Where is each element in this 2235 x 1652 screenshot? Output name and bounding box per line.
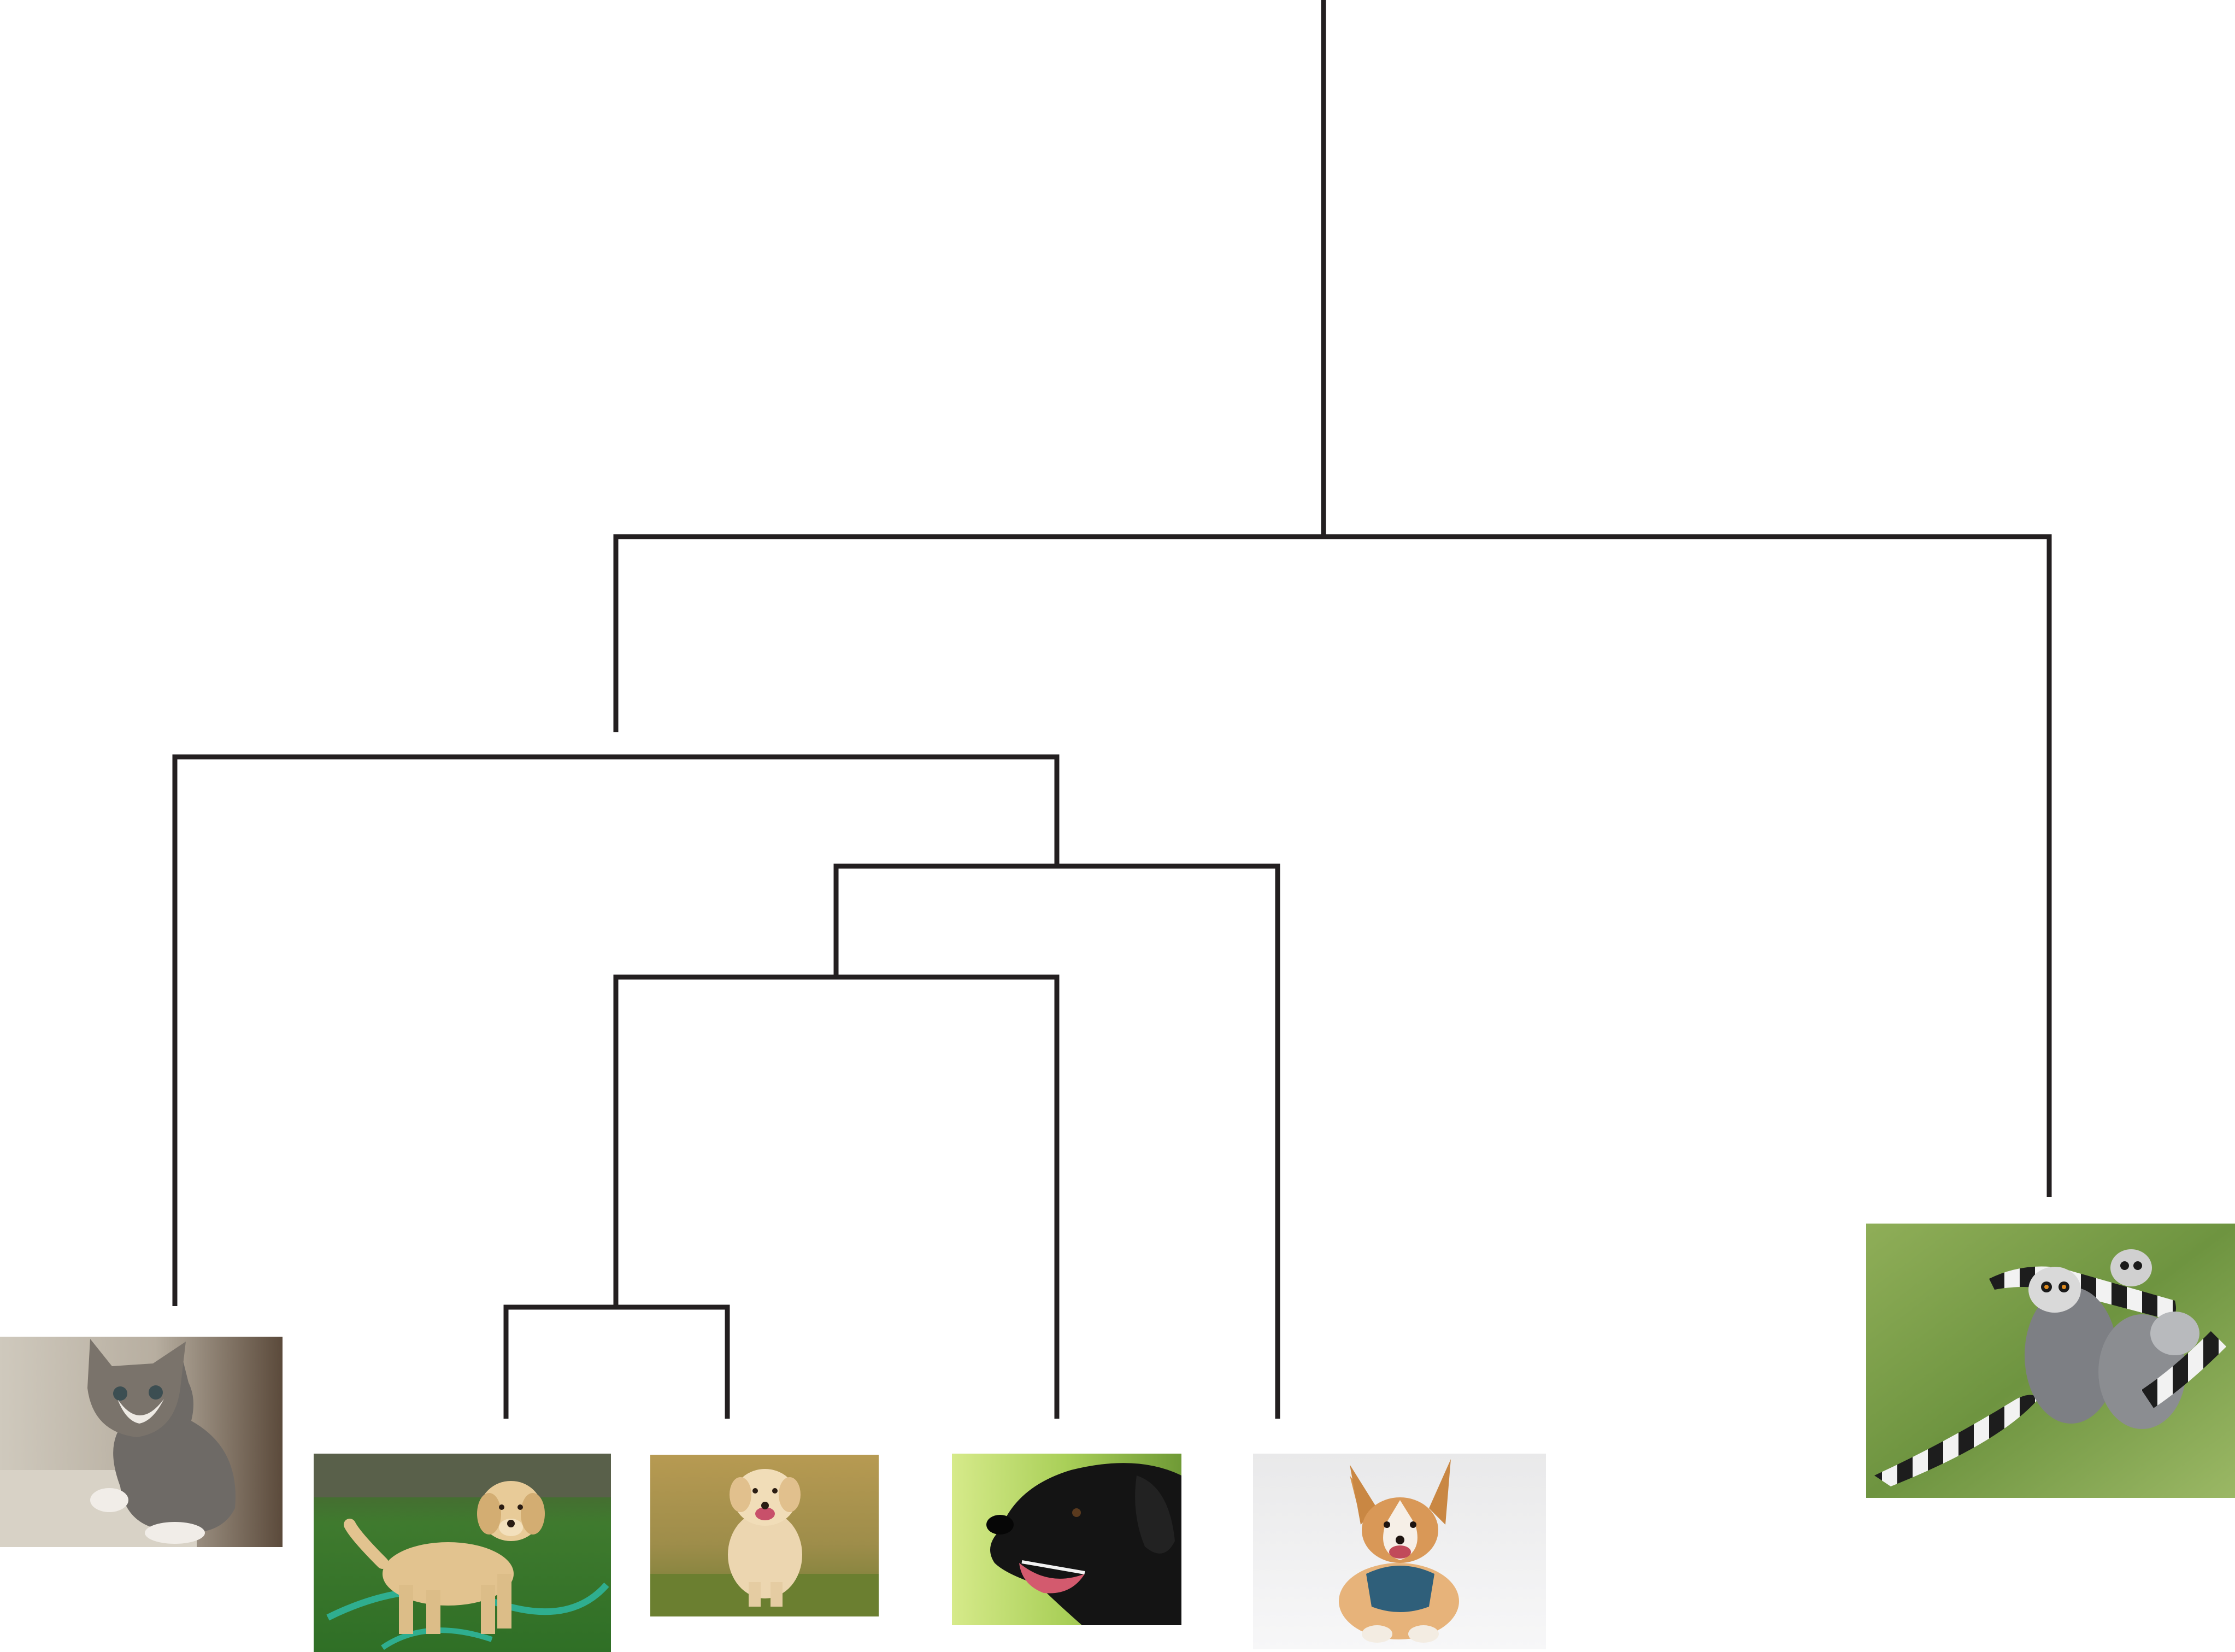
leaf-lemurs-image (1866, 1224, 2235, 1498)
tree-edges (172, 0, 2052, 1419)
branch-root-split (613, 534, 2052, 1197)
leaf-kitten-image (0, 1337, 283, 1547)
leaf-corgi-image (1253, 1454, 1546, 1649)
leaf-golden-puppy-grass-image (314, 1454, 611, 1652)
branch-golden-labrador-split (613, 974, 1060, 1419)
leaf-golden-puppy-running-image (650, 1455, 879, 1616)
branch-dogs-corgi-split (833, 863, 1280, 1419)
branch-kitten-dogs-split (172, 754, 1060, 1306)
branch-golden-pair-split (503, 1304, 730, 1419)
leaf-black-labrador-image (952, 1454, 1181, 1625)
